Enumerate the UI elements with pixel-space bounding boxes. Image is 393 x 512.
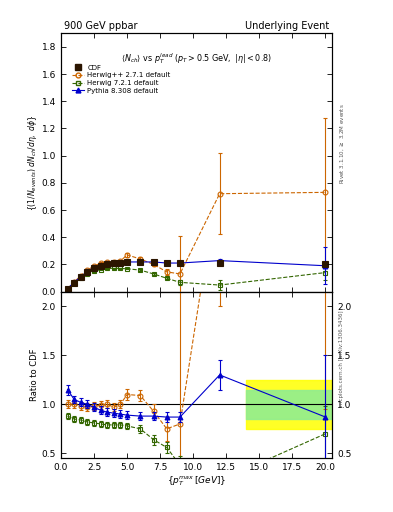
Text: $\langle N_{ch}\rangle$ vs $p_T^{lead}$ $(p_T > 0.5\ \mathrm{GeV},\ |\eta| < 0.8: $\langle N_{ch}\rangle$ vs $p_T^{lead}$ … <box>121 51 272 66</box>
Legend: CDF, Herwig++ 2.7.1 default, Herwig 7.2.1 default, Pythia 8.308 default: CDF, Herwig++ 2.7.1 default, Herwig 7.2.… <box>70 62 173 96</box>
Text: 900 GeV ppbar: 900 GeV ppbar <box>64 20 137 31</box>
Y-axis label: Ratio to CDF: Ratio to CDF <box>30 349 39 401</box>
X-axis label: $\{p_T^{max}\, [GeV]\}$: $\{p_T^{max}\, [GeV]\}$ <box>167 475 226 488</box>
Text: mcplots.cern.ch [arXiv:1306.3436]: mcplots.cern.ch [arXiv:1306.3436] <box>339 311 344 406</box>
Y-axis label: $\{(1/N_{events})\ dN_{ch}/d\eta,\ d\phi\}$: $\{(1/N_{events})\ dN_{ch}/d\eta,\ d\phi… <box>26 114 39 210</box>
Text: Rivet 3.1.10, $\geq$ 3.2M events: Rivet 3.1.10, $\geq$ 3.2M events <box>339 103 346 184</box>
Text: Underlying Event: Underlying Event <box>245 20 329 31</box>
